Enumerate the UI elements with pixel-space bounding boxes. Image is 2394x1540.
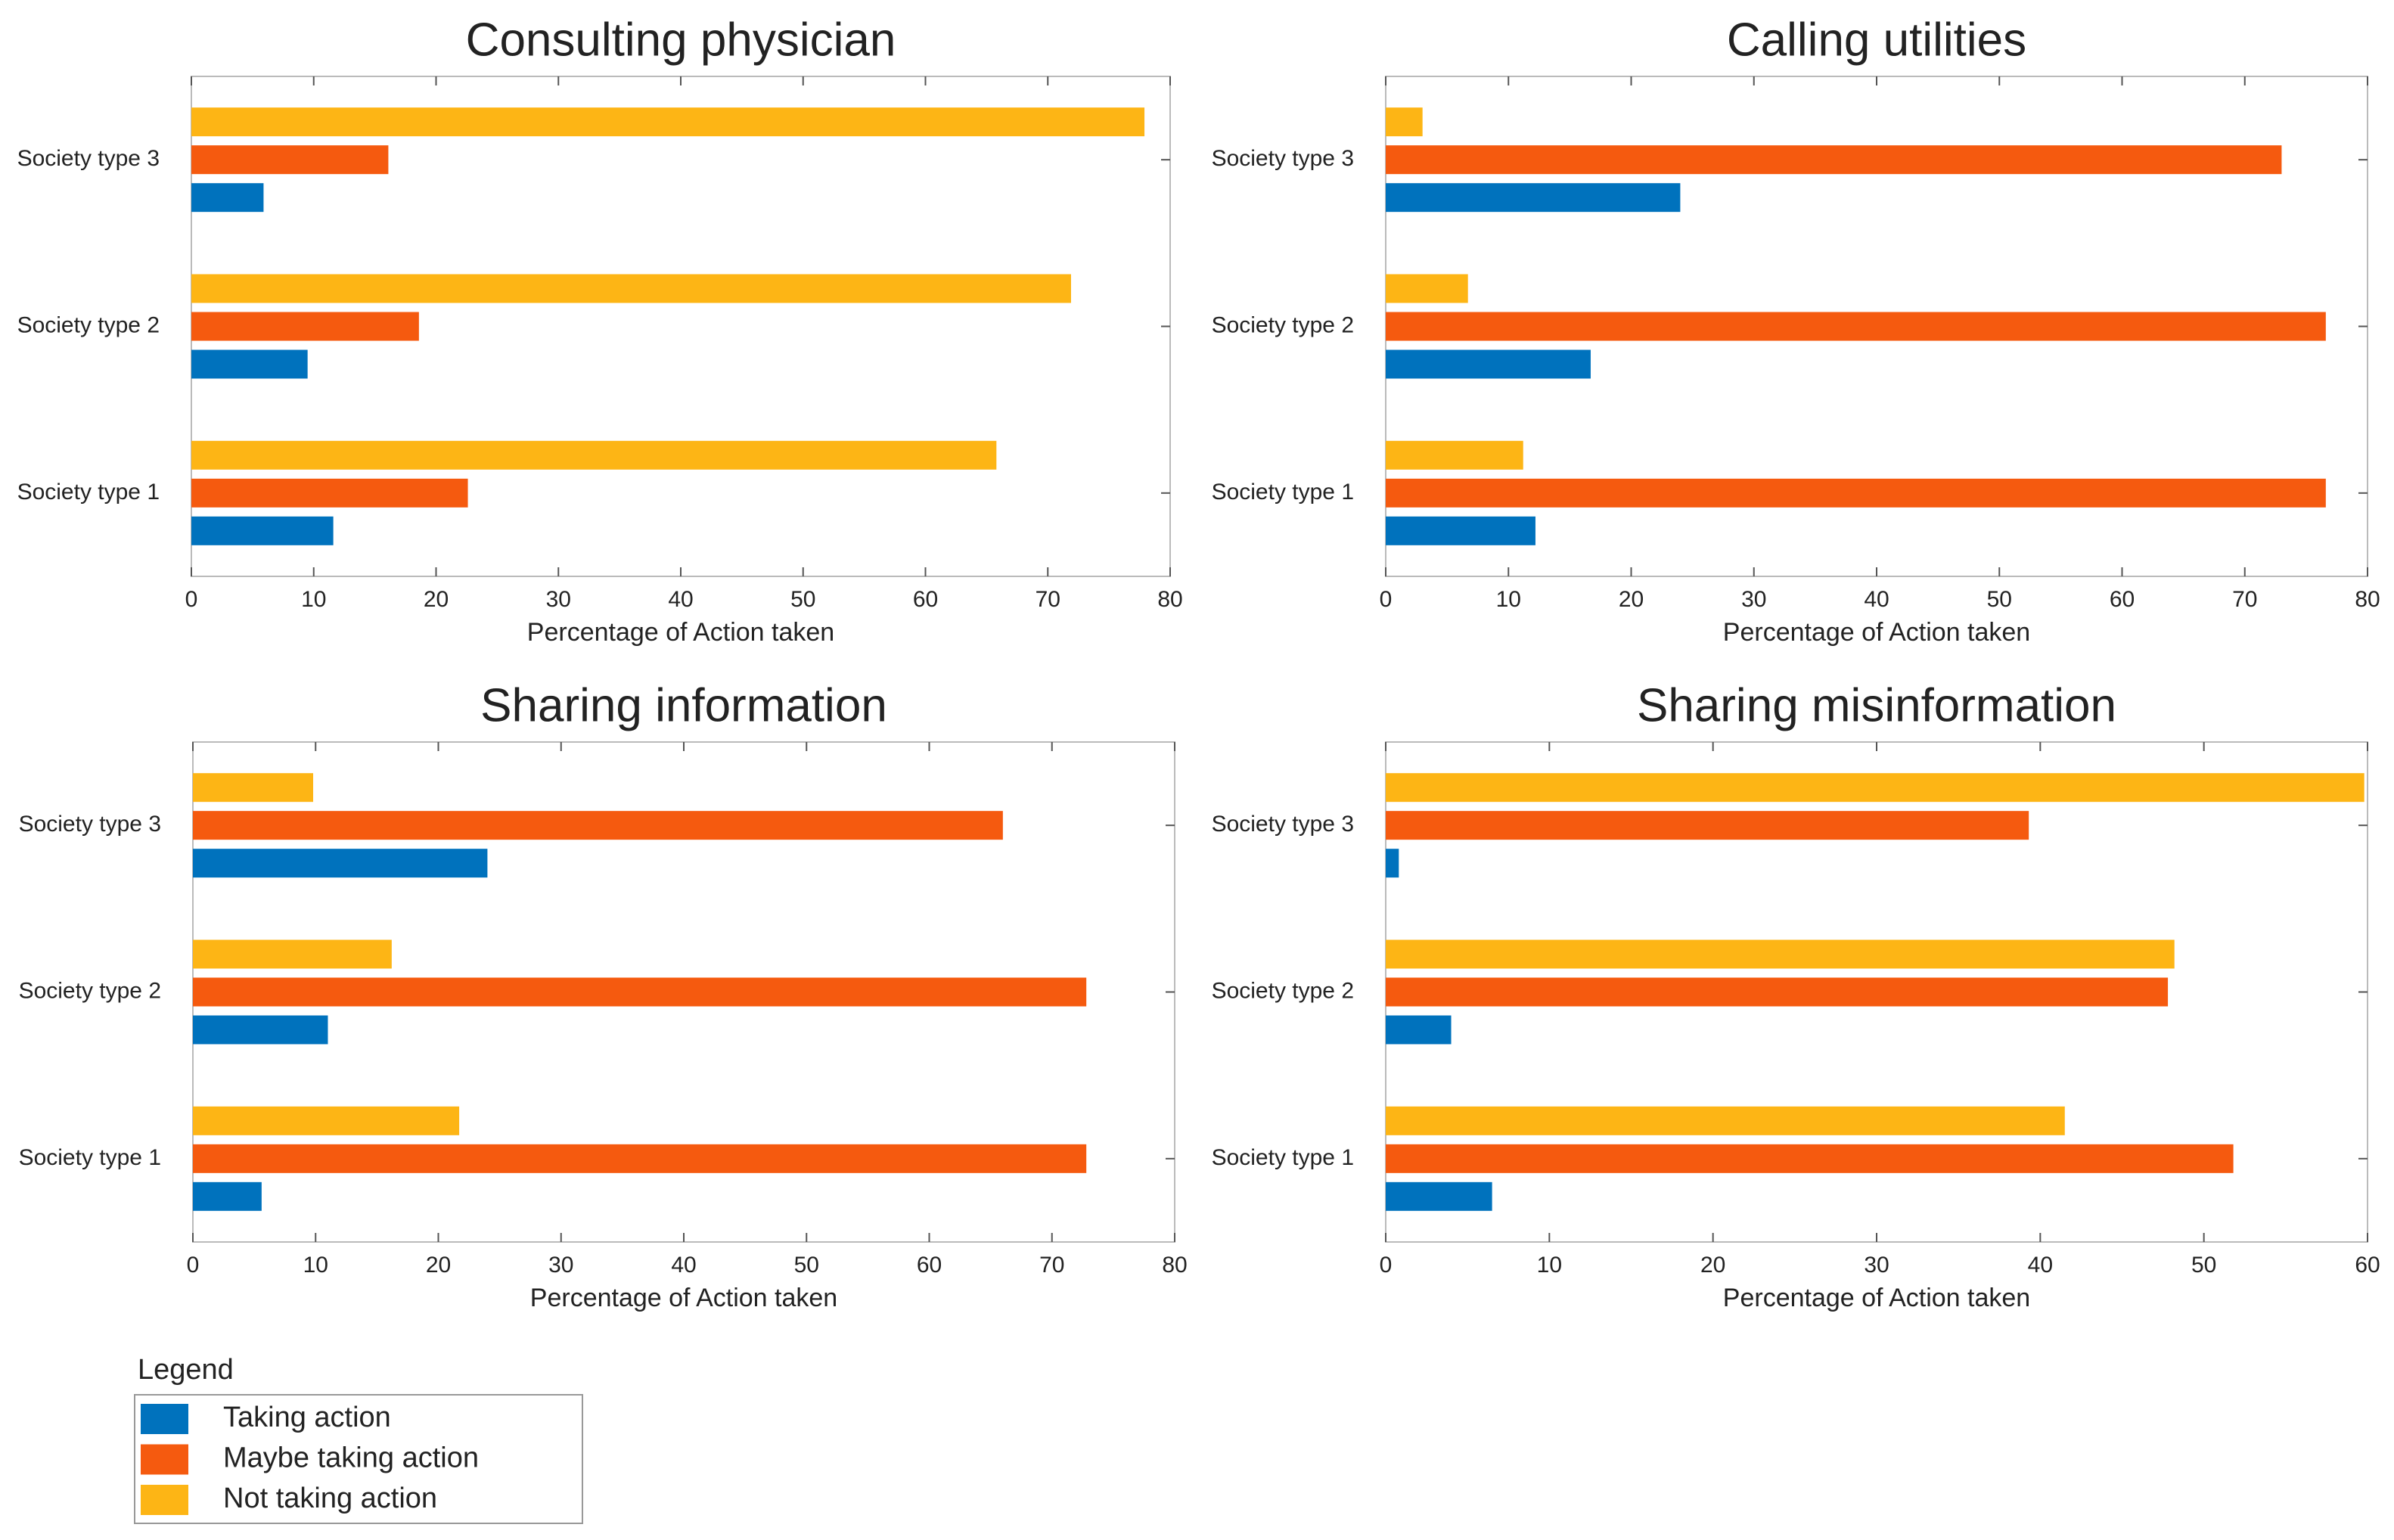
legend-swatch [141,1404,188,1434]
bar [191,145,389,175]
bar [1386,811,2029,840]
y-tick-label: Society type 1 [19,1145,161,1170]
x-tick-label: 80 [1162,1253,1187,1278]
y-tick-label: Society type 1 [1212,480,1354,505]
chart-title: Sharing information [480,679,887,731]
bar [193,1015,328,1045]
bar [1386,516,1535,545]
x-tick-label: 0 [187,1253,200,1278]
bar [1386,183,1681,213]
x-tick-label: 70 [1039,1253,1064,1278]
x-tick-label: 40 [668,587,693,612]
bar [1386,312,2326,341]
bar [1386,977,2169,1007]
legend-label: Taking action [223,1402,391,1433]
bar [1386,849,1399,878]
chart-title: Sharing misinformation [1637,679,2116,731]
chart-title: Calling utilities [1727,14,2026,66]
bar [1386,1181,1492,1211]
x-tick-label: 10 [303,1253,328,1278]
y-tick-label: Society type 2 [17,312,160,337]
bar [1386,274,1468,303]
chart-title: Consulting physician [466,14,896,66]
x-tick-label: 20 [424,587,449,612]
x-tick-label: 50 [2191,1253,2216,1278]
x-tick-label: 30 [546,587,571,612]
bar [1386,349,1591,379]
y-tick-label: Society type 3 [17,146,160,171]
bar [193,811,1003,840]
y-tick-label: Society type 3 [19,812,161,837]
bar [193,1144,1087,1173]
bar [1386,939,2175,969]
x-tick-label: 80 [1157,587,1182,612]
bar [191,349,308,379]
bar [193,849,488,878]
x-axis-label: Percentage of Action taken [1723,618,2030,647]
x-tick-label: 60 [917,1253,942,1278]
legend-swatch [141,1485,188,1515]
x-tick-label: 30 [548,1253,573,1278]
x-tick-label: 10 [1537,1253,1562,1278]
x-axis-label: Percentage of Action taken [530,1284,837,1312]
y-tick-label: Society type 3 [1212,146,1354,171]
x-tick-label: 30 [1741,587,1766,612]
bar [1386,107,1423,137]
y-tick-label: Society type 1 [17,480,160,505]
bar [191,516,334,545]
bar [191,478,468,508]
bar [191,312,419,341]
bar [1386,478,2326,508]
y-tick-label: Society type 2 [1212,978,1354,1003]
y-tick-label: Society type 2 [19,978,161,1003]
bar [191,107,1145,137]
y-tick-label: Society type 3 [1212,812,1354,837]
x-axis-label: Percentage of Action taken [1723,1284,2030,1312]
legend-box [134,1394,583,1524]
bar [193,1181,262,1211]
x-tick-label: 20 [426,1253,451,1278]
legend-label: Maybe taking action [223,1442,479,1474]
x-tick-label: 70 [2232,587,2257,612]
x-tick-label: 60 [913,587,938,612]
x-tick-label: 70 [1036,587,1060,612]
bar [1386,1106,2065,1135]
x-tick-label: 50 [794,1253,819,1278]
bar [191,274,1071,303]
bar [193,939,392,969]
bar [1386,1015,1452,1045]
legend-title: Legend [138,1354,234,1386]
x-tick-label: 40 [671,1253,696,1278]
y-tick-label: Society type 2 [1212,312,1354,337]
legend-swatch [141,1444,188,1475]
x-tick-label: 50 [1987,587,2012,612]
bar [1386,1144,2234,1173]
x-tick-label: 0 [185,587,198,612]
bar [193,773,314,803]
x-tick-label: 60 [2110,587,2135,612]
x-tick-label: 60 [2355,1253,2380,1278]
bar [191,183,264,213]
x-axis-label: Percentage of Action taken [527,618,834,647]
bar [193,1106,460,1135]
x-tick-label: 50 [790,587,815,612]
bar [193,977,1087,1007]
bar [191,440,997,470]
x-tick-label: 40 [1864,587,1889,612]
x-tick-label: 0 [1380,587,1393,612]
bar [1386,440,1523,470]
legend-label: Not taking action [223,1483,437,1514]
x-tick-label: 40 [2028,1253,2053,1278]
bar [1386,145,2282,175]
x-tick-label: 30 [1864,1253,1889,1278]
x-tick-label: 0 [1380,1253,1393,1278]
x-tick-label: 20 [1700,1253,1725,1278]
bar [1386,773,2365,803]
x-tick-label: 80 [2355,587,2380,612]
x-tick-label: 20 [1619,587,1644,612]
x-tick-label: 10 [1496,587,1521,612]
x-tick-label: 10 [301,587,326,612]
y-tick-label: Society type 1 [1212,1145,1354,1170]
